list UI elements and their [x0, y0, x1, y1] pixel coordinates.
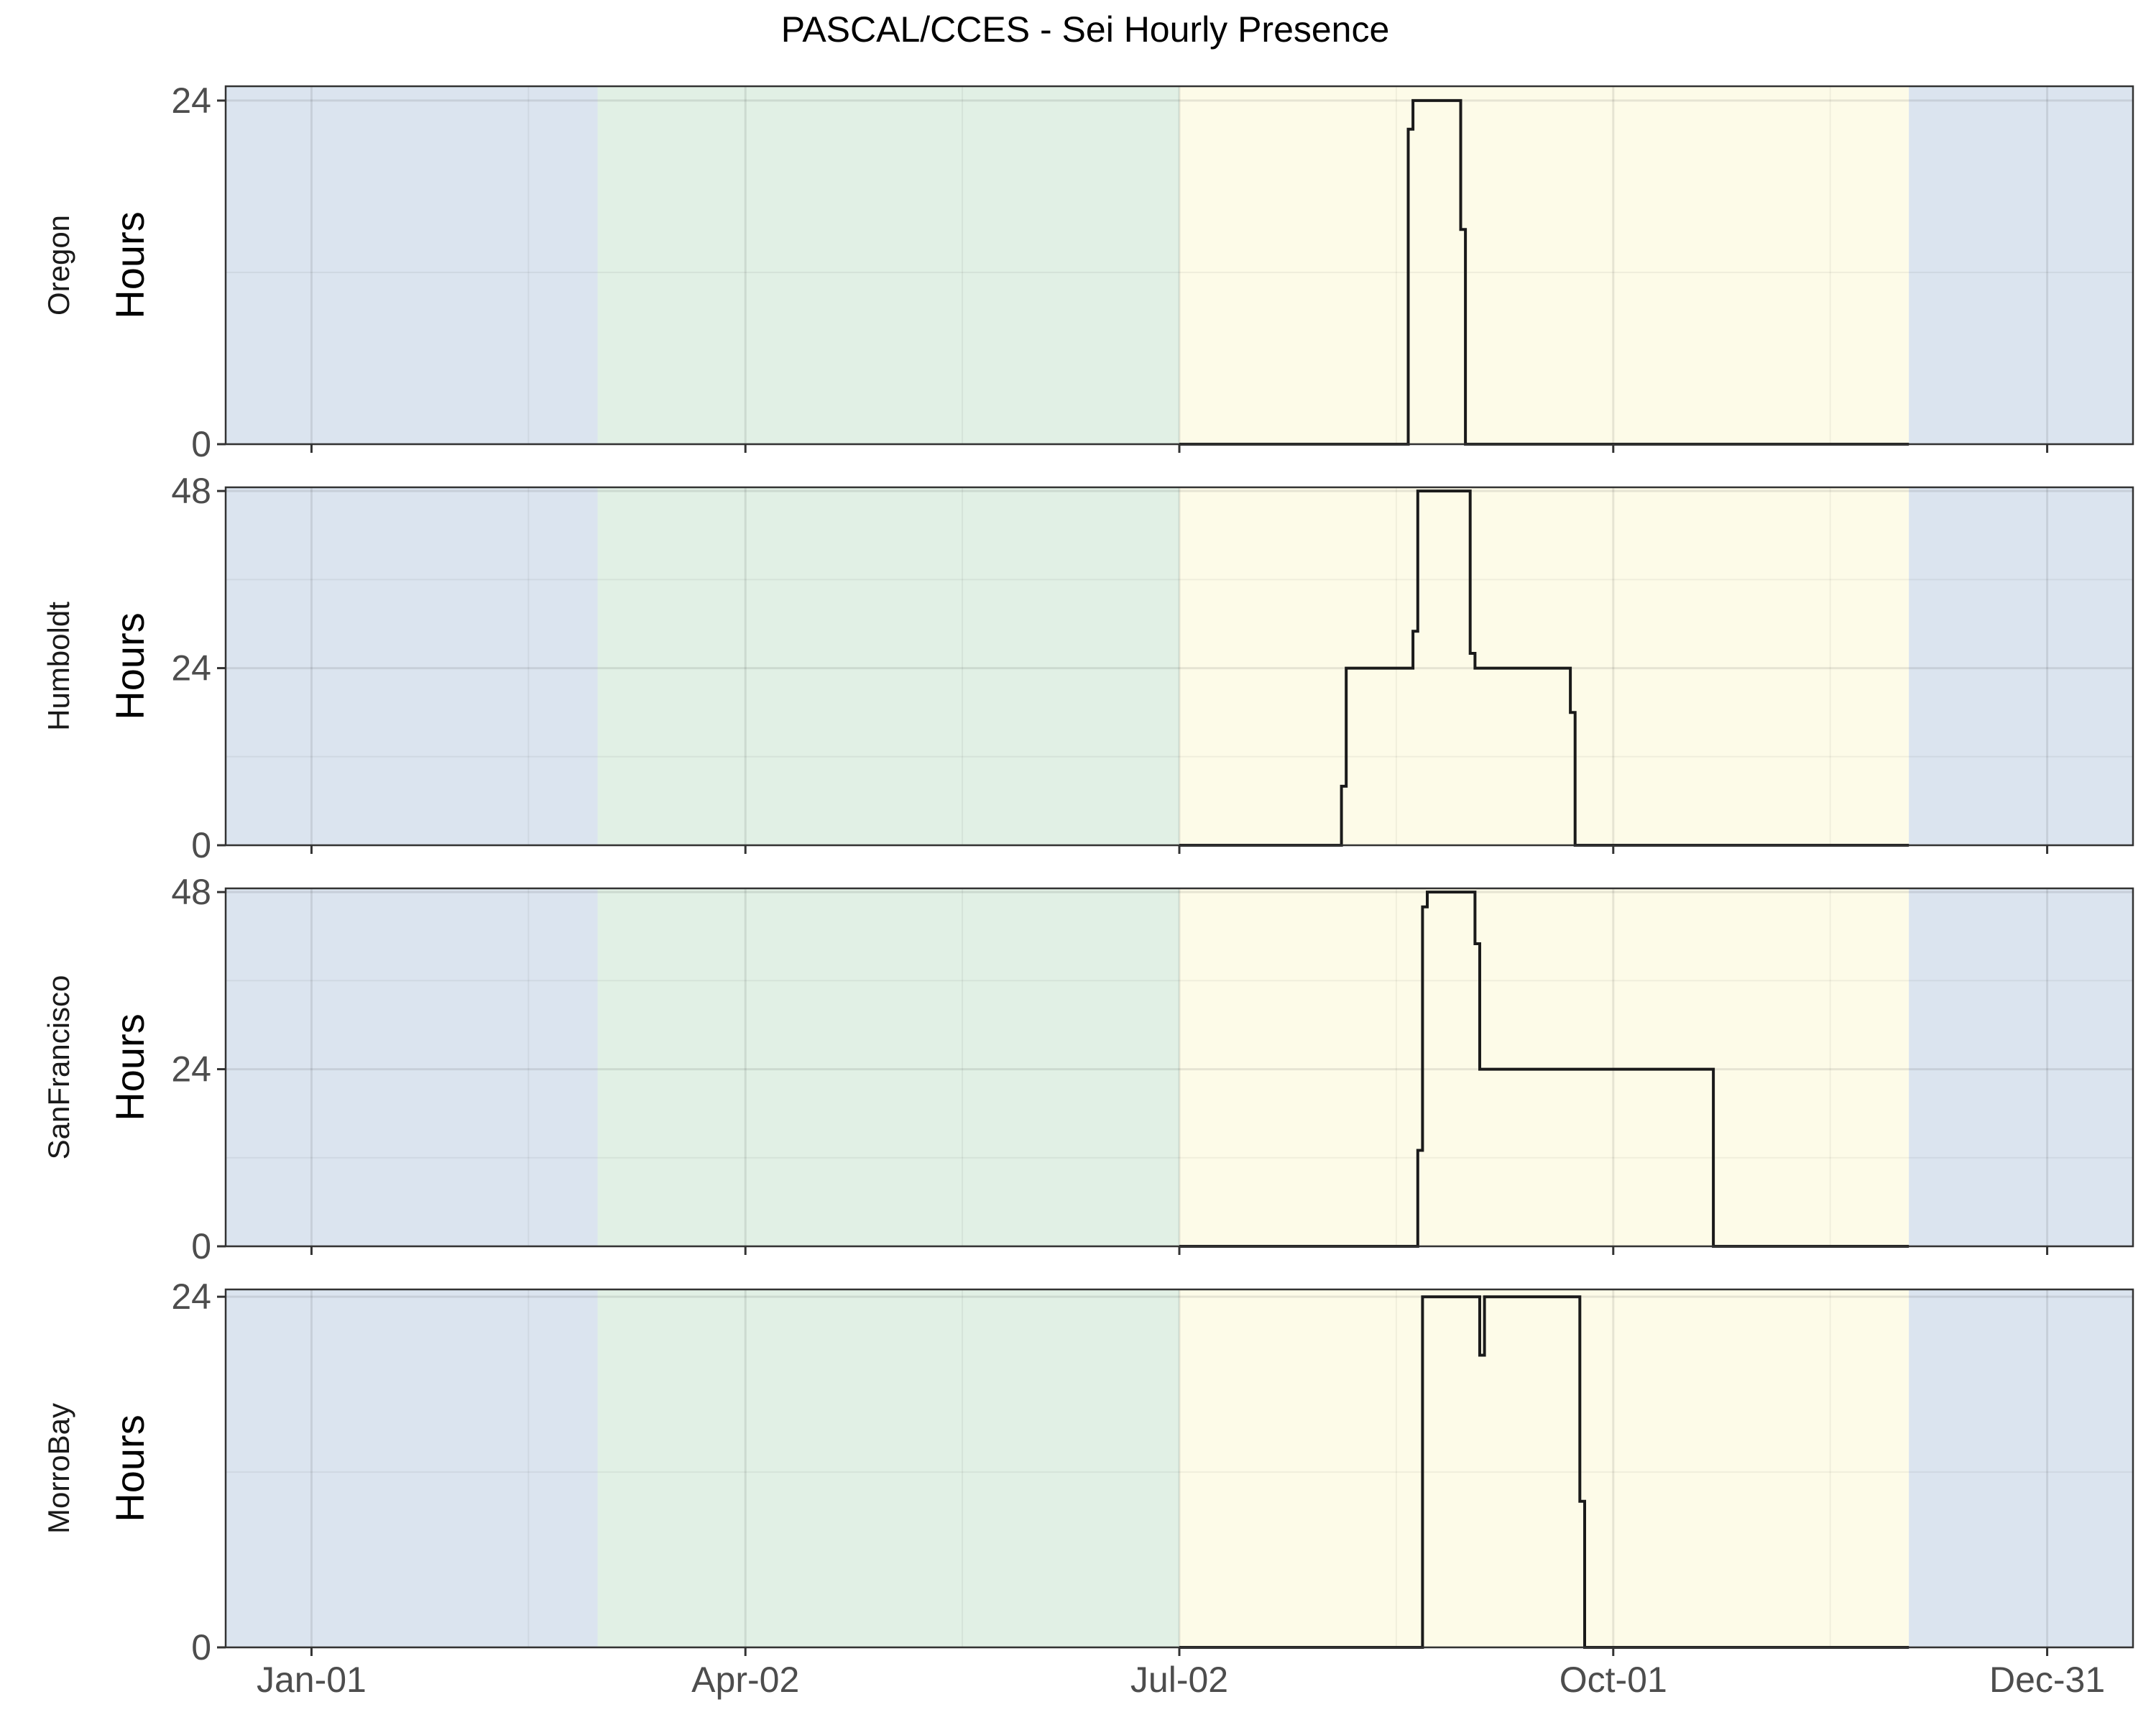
y-tick-label: 24: [171, 80, 211, 121]
y-axis-label: Hours: [107, 1414, 152, 1522]
season-band: [597, 487, 1179, 845]
x-tick-label: Oct-01: [1560, 1660, 1667, 1700]
season-band: [1179, 888, 1909, 1246]
chart-title: PASCAL/CCES - Sei Hourly Presence: [781, 9, 1390, 50]
season-band: [226, 487, 598, 845]
y-axis-label: Hours: [107, 612, 152, 719]
season-band: [1909, 86, 2133, 444]
season-band: [1909, 888, 2133, 1246]
panel-humboldt: 0 24 48 Hours Humboldt: [42, 471, 2134, 865]
facet-label: SanFrancisco: [42, 975, 75, 1160]
season-band: [1909, 487, 2133, 845]
x-tick-label: Dec-31: [1989, 1660, 2105, 1700]
y-tick-label: 24: [171, 1049, 211, 1090]
y-tick-label: 48: [171, 872, 211, 912]
y-tick-label: 0: [191, 825, 211, 865]
facet-label: Humboldt: [42, 602, 75, 731]
season-band: [1909, 1289, 2133, 1647]
y-tick-label: 0: [191, 1627, 211, 1668]
series-line-morrobay: [1179, 1295, 1909, 1649]
season-band: [1179, 1289, 1909, 1647]
y-tick-label: 24: [171, 1276, 211, 1317]
y-axis-label: Hours: [107, 211, 152, 318]
x-tick-label: Jan-01: [257, 1660, 367, 1700]
season-band: [1179, 487, 1909, 845]
x-tick-label: Apr-02: [691, 1660, 799, 1700]
panel-morrobay: 0 24 Hours MorroBay: [42, 1276, 2134, 1668]
panel-oregon: 0 24 Hours Oregon: [42, 80, 2134, 464]
chart-panels: 0 24 Hours Oregon 0 24 48 Hours Humboldt 0 24 48 Hou…: [42, 80, 2134, 1668]
x-tick-label: Jul-02: [1130, 1660, 1228, 1700]
series-line-oregon: [1179, 98, 1909, 446]
season-band: [226, 888, 598, 1246]
panel-sanfrancisco: 0 24 48 Hours SanFrancisco: [42, 872, 2134, 1266]
season-band: [226, 1289, 598, 1647]
season-band: [597, 888, 1179, 1246]
y-tick-label: 0: [191, 424, 211, 464]
x-axis: Jan-01 Apr-02 Jul-02 Oct-01 Dec-31: [257, 1660, 2105, 1700]
y-tick-label: 48: [171, 471, 211, 511]
season-band: [1179, 86, 1909, 444]
y-tick-label: 0: [191, 1226, 211, 1266]
season-band: [597, 86, 1179, 444]
series-line-sanfrancisco: [1179, 891, 1909, 1248]
y-tick-label: 24: [171, 648, 211, 689]
season-band: [597, 1289, 1179, 1647]
season-band: [226, 86, 598, 444]
facet-label: Oregon: [42, 215, 75, 316]
y-axis-label: Hours: [107, 1013, 152, 1121]
facet-label: MorroBay: [42, 1403, 75, 1534]
series-line-humboldt: [1179, 489, 1909, 847]
